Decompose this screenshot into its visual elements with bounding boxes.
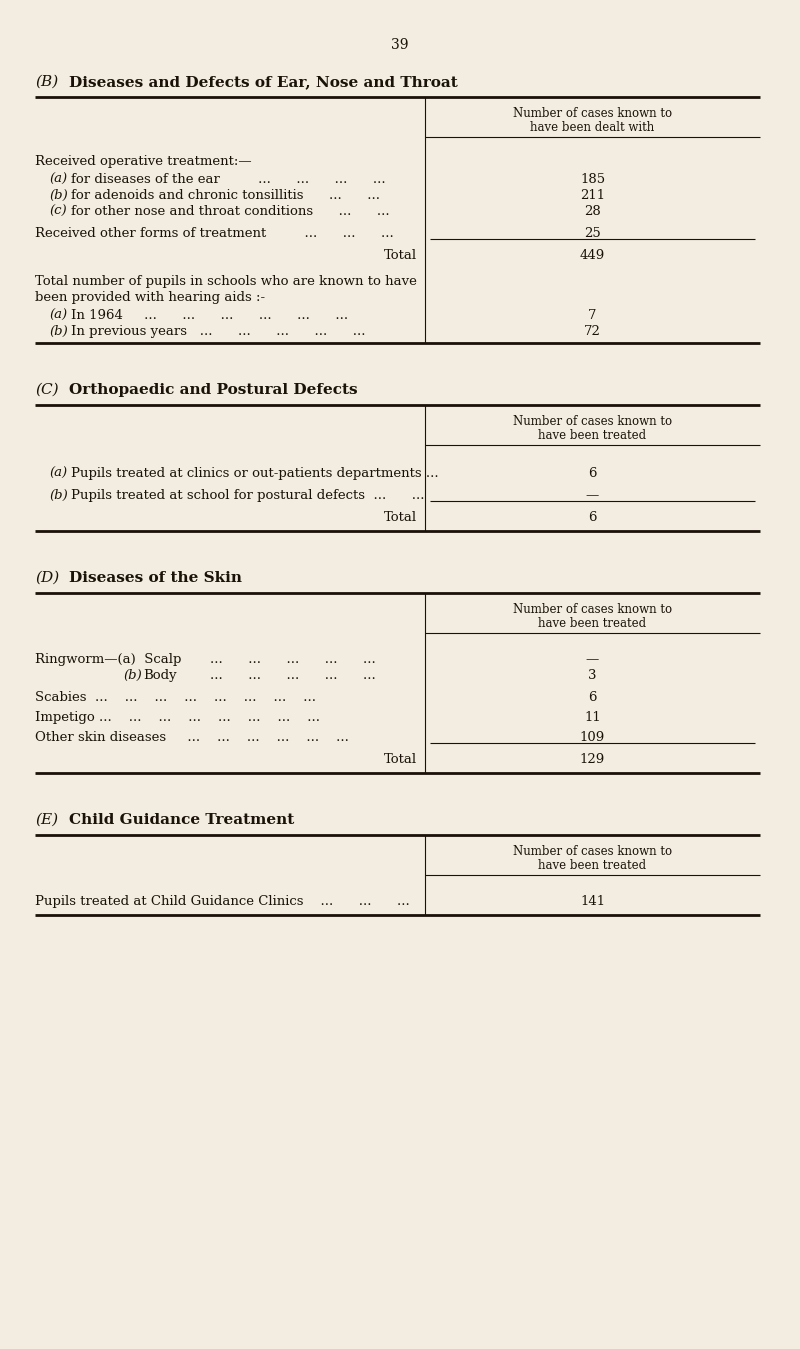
Text: 3: 3 <box>588 669 597 683</box>
Text: (C): (C) <box>35 383 58 397</box>
Text: for other nose and throat conditions      ...      ...: for other nose and throat conditions ...… <box>71 205 390 219</box>
Text: Orthopaedic and Postural Defects: Orthopaedic and Postural Defects <box>69 383 358 397</box>
Text: Number of cases known to: Number of cases known to <box>513 107 672 120</box>
Text: (D): (D) <box>35 571 59 585</box>
Text: —: — <box>586 653 599 666</box>
Text: (a): (a) <box>49 309 67 322</box>
Text: Total: Total <box>384 250 417 262</box>
Text: have been treated: have been treated <box>538 616 646 630</box>
Text: 6: 6 <box>588 467 597 480</box>
Text: have been treated: have been treated <box>538 429 646 442</box>
Text: (b): (b) <box>49 189 68 202</box>
Text: Received operative treatment:—: Received operative treatment:— <box>35 155 252 169</box>
Text: (a): (a) <box>49 467 67 480</box>
Text: Total number of pupils in schools who are known to have: Total number of pupils in schools who ar… <box>35 275 417 287</box>
Text: Number of cases known to: Number of cases known to <box>513 603 672 616</box>
Text: Diseases of the Skin: Diseases of the Skin <box>69 571 242 585</box>
Text: (E): (E) <box>35 813 58 827</box>
Text: Diseases and Defects of Ear, Nose and Throat: Diseases and Defects of Ear, Nose and Th… <box>69 76 458 89</box>
Text: 39: 39 <box>391 38 409 53</box>
Text: 109: 109 <box>580 731 605 745</box>
Text: Scabies  ...    ...    ...    ...    ...    ...    ...    ...: Scabies ... ... ... ... ... ... ... ... <box>35 691 316 704</box>
Text: Pupils treated at school for postural defects  ...      ...: Pupils treated at school for postural de… <box>71 488 425 502</box>
Text: ...      ...      ...      ...      ...: ... ... ... ... ... <box>210 669 376 683</box>
Text: 28: 28 <box>584 205 601 219</box>
Text: Child Guidance Treatment: Child Guidance Treatment <box>69 813 294 827</box>
Text: 129: 129 <box>580 753 605 766</box>
Text: Pupils treated at clinics or out-patients departments ...: Pupils treated at clinics or out-patient… <box>71 467 438 480</box>
Text: 211: 211 <box>580 189 605 202</box>
Text: 449: 449 <box>580 250 605 262</box>
Text: Number of cases known to: Number of cases known to <box>513 415 672 428</box>
Text: (b): (b) <box>49 488 68 502</box>
Text: 25: 25 <box>584 227 601 240</box>
Text: Pupils treated at Child Guidance Clinics    ...      ...      ...: Pupils treated at Child Guidance Clinics… <box>35 894 410 908</box>
Text: for adenoids and chronic tonsillitis      ...      ...: for adenoids and chronic tonsillitis ...… <box>71 189 380 202</box>
Text: Other skin diseases     ...    ...    ...    ...    ...    ...: Other skin diseases ... ... ... ... ... … <box>35 731 349 745</box>
Text: 7: 7 <box>588 309 597 322</box>
Text: In 1964     ...      ...      ...      ...      ...      ...: In 1964 ... ... ... ... ... ... <box>71 309 348 322</box>
Text: Body: Body <box>143 669 177 683</box>
Text: (b): (b) <box>123 669 142 683</box>
Text: Total: Total <box>384 511 417 523</box>
Text: have been dealt with: have been dealt with <box>530 121 654 134</box>
Text: Number of cases known to: Number of cases known to <box>513 844 672 858</box>
Text: 72: 72 <box>584 325 601 339</box>
Text: 6: 6 <box>588 511 597 523</box>
Text: Impetigo ...    ...    ...    ...    ...    ...    ...    ...: Impetigo ... ... ... ... ... ... ... ... <box>35 711 320 724</box>
Text: 11: 11 <box>584 711 601 724</box>
Text: for diseases of the ear         ...      ...      ...      ...: for diseases of the ear ... ... ... ... <box>71 173 386 186</box>
Text: ...      ...      ...      ...      ...: ... ... ... ... ... <box>210 653 376 666</box>
Text: Ringworm—(a)  Scalp: Ringworm—(a) Scalp <box>35 653 182 666</box>
Text: been provided with hearing aids :-: been provided with hearing aids :- <box>35 291 265 304</box>
Text: Total: Total <box>384 753 417 766</box>
Text: 6: 6 <box>588 691 597 704</box>
Text: 141: 141 <box>580 894 605 908</box>
Text: (c): (c) <box>49 205 66 219</box>
Text: Received other forms of treatment         ...      ...      ...: Received other forms of treatment ... ..… <box>35 227 394 240</box>
Text: In previous years   ...      ...      ...      ...      ...: In previous years ... ... ... ... ... <box>71 325 366 339</box>
Text: have been treated: have been treated <box>538 859 646 871</box>
Text: (b): (b) <box>49 325 68 339</box>
Text: (a): (a) <box>49 173 67 186</box>
Text: —: — <box>586 488 599 502</box>
Text: (B): (B) <box>35 76 58 89</box>
Text: 185: 185 <box>580 173 605 186</box>
